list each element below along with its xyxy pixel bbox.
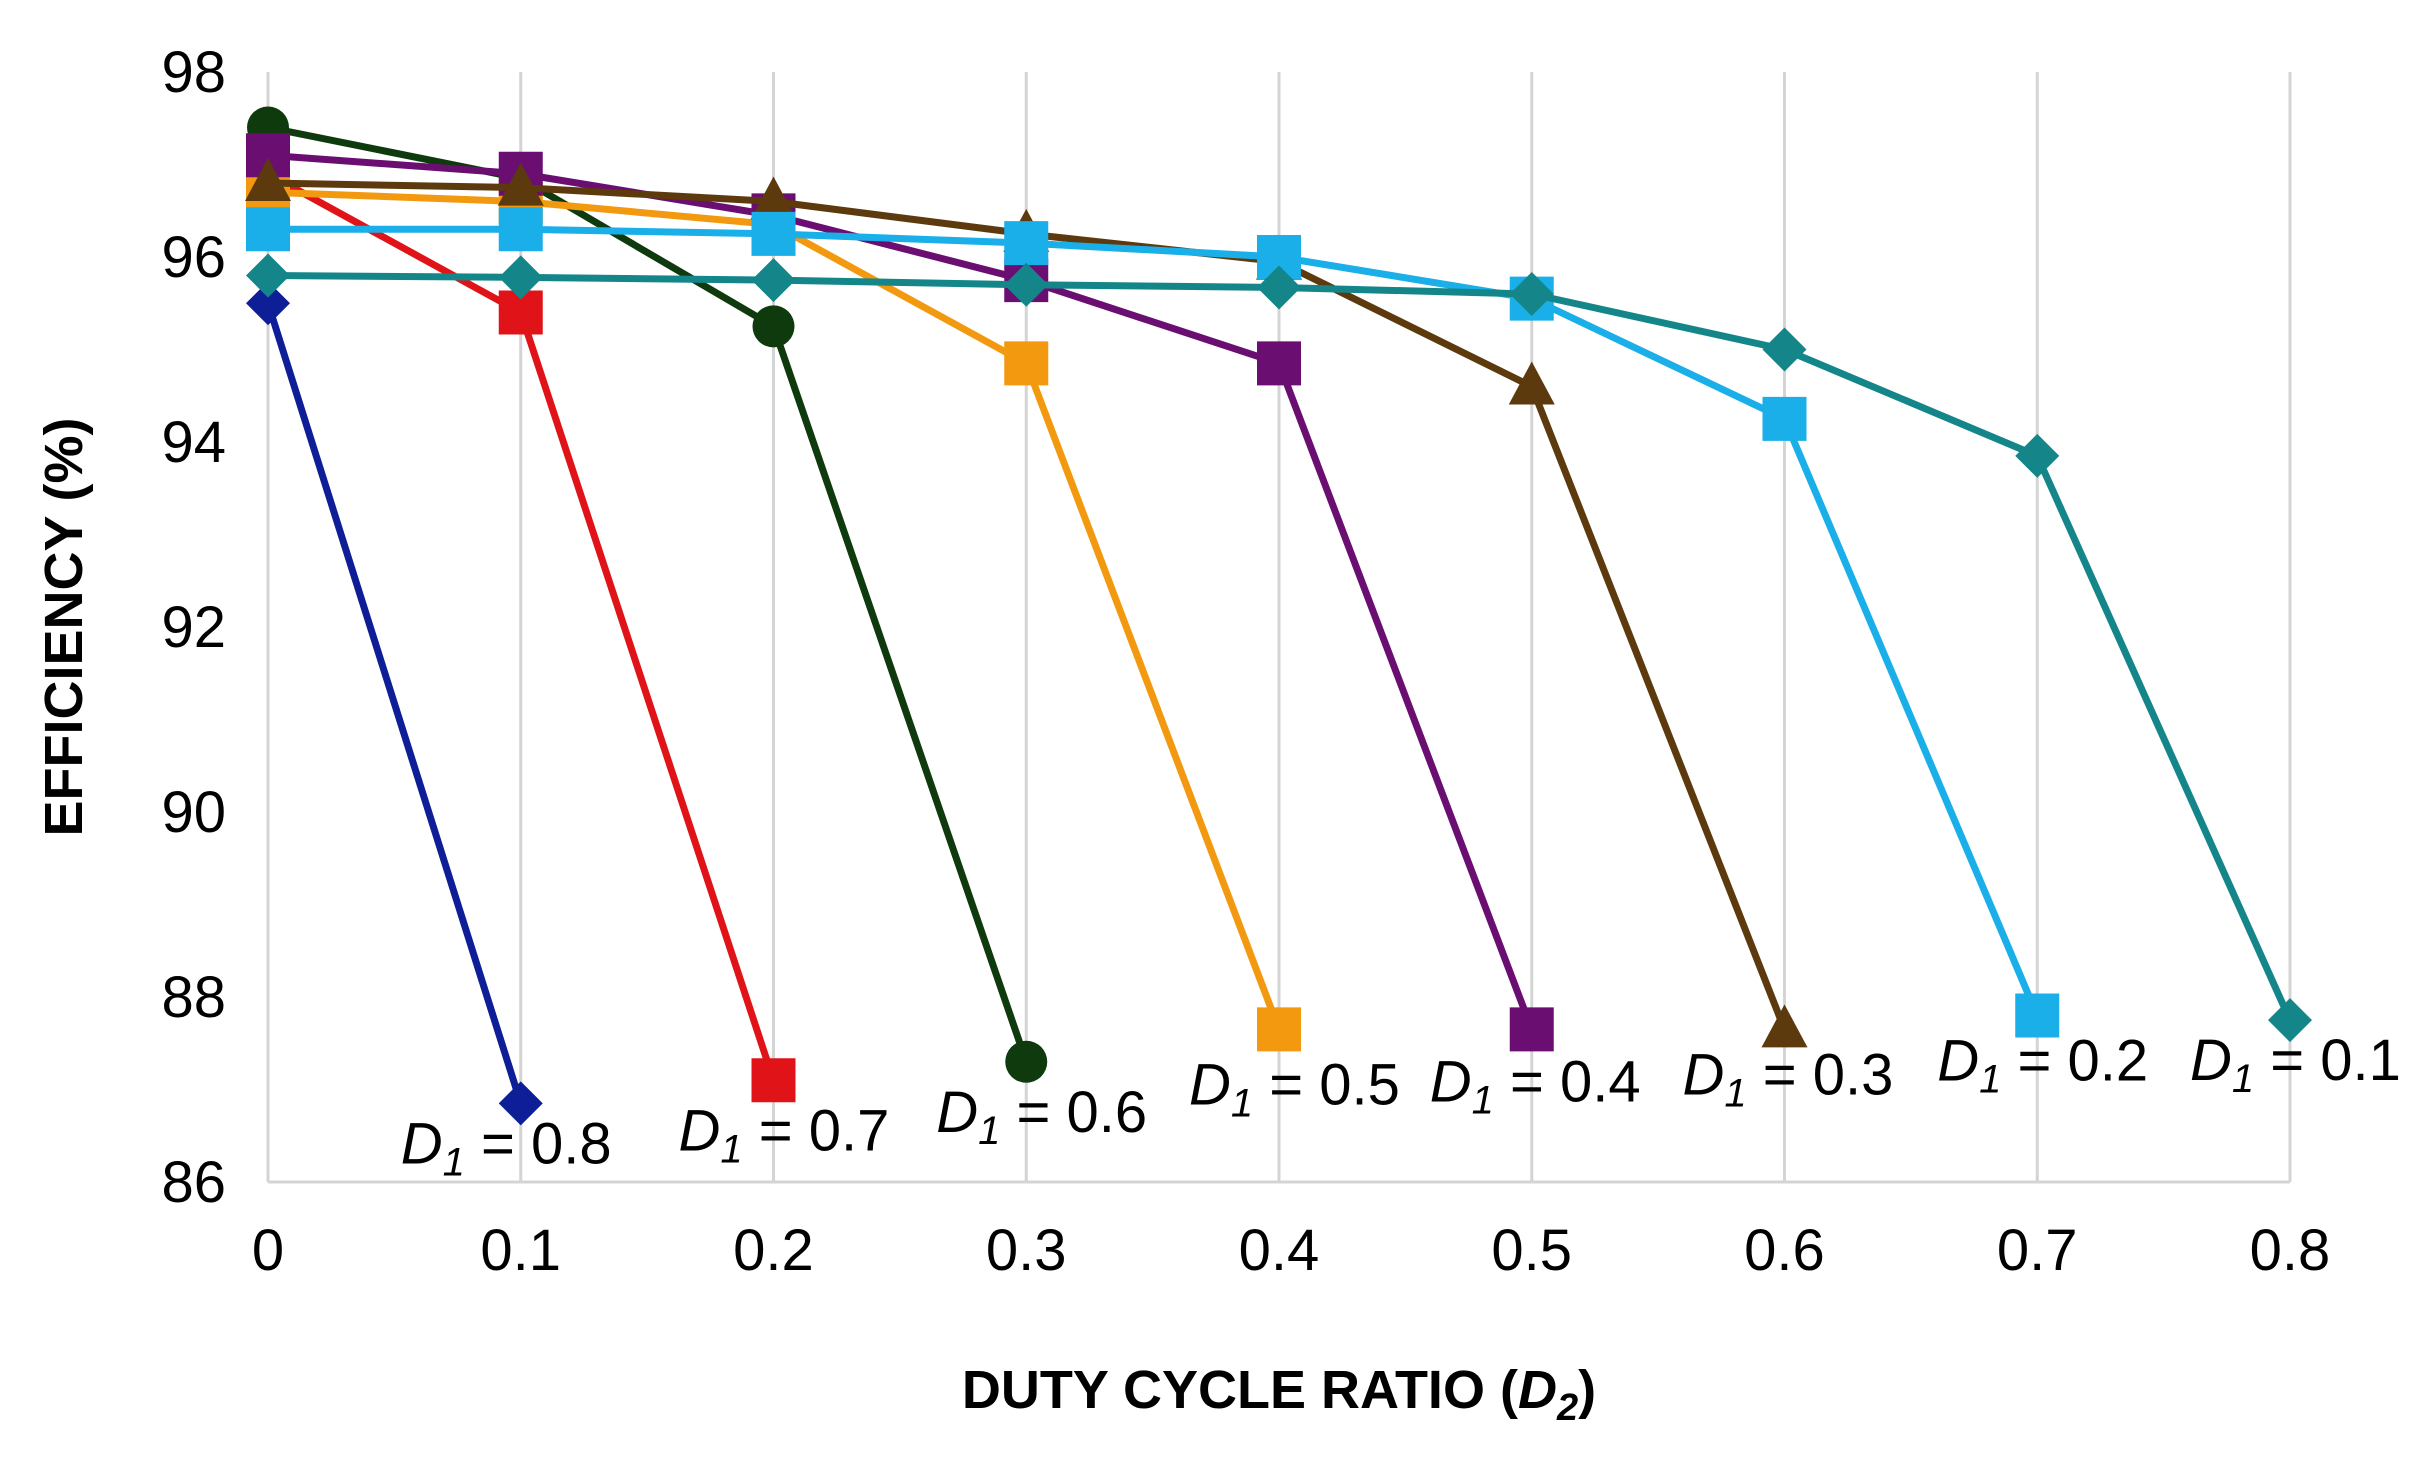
data-point	[245, 158, 291, 201]
y-tick-label: 86	[161, 1150, 226, 1215]
curve-label: D1 = 0.8	[401, 1111, 612, 1184]
data-point	[2015, 993, 2060, 1038]
curve-labels: D1 = 0.1 D1 = 0.2 D1 = 0.3 D1 = 0.4 D1 = 0.5…	[401, 1028, 2401, 1184]
data-point	[1004, 221, 1049, 266]
data-point	[1509, 1007, 1554, 1052]
data-point	[1762, 396, 1807, 441]
y-tick-label: 92	[161, 595, 226, 660]
data-point	[2268, 998, 2312, 1043]
data-point	[751, 1058, 796, 1103]
data-point	[1761, 1004, 1808, 1048]
axes: 0 0.1 0.2 0.3 0.4 0.5 0.6 0.7 0.8 86 88 90 92 94 96 98 E…	[34, 40, 2330, 1429]
data-point	[498, 207, 543, 252]
x-tick-label: 0.8	[2250, 1218, 2331, 1283]
series-line	[264, 302, 525, 1105]
y-tick-label: 98	[161, 40, 226, 105]
data-point	[2015, 433, 2060, 478]
curve-label: D1 = 0.7	[679, 1098, 890, 1171]
data-point	[1005, 1040, 1048, 1083]
series-line	[267, 124, 1030, 1063]
curve-label: D1 = 0.3	[1683, 1042, 1894, 1115]
x-tick-label: 0.1	[480, 1218, 561, 1283]
data-series	[245, 106, 2312, 1126]
data-point	[751, 258, 796, 303]
series-d1-0-2	[246, 207, 2060, 1038]
curve-label: D1 = 0.1	[2190, 1028, 2401, 1101]
y-tick-label: 90	[161, 780, 226, 845]
x-tick-label: 0.3	[986, 1218, 1067, 1283]
x-tick-label: 0	[252, 1218, 284, 1283]
series-line	[267, 151, 1536, 1031]
data-point	[1004, 341, 1049, 386]
data-point	[1762, 327, 1807, 372]
data-point	[246, 281, 290, 326]
data-point	[498, 255, 543, 300]
data-point	[498, 1081, 543, 1126]
data-point	[750, 176, 797, 220]
x-tick-label: 0.5	[1491, 1218, 1572, 1283]
y-tick-label: 88	[161, 965, 226, 1030]
y-tick-label: 94	[161, 410, 226, 475]
x-tick-label: 0.7	[1997, 1218, 2078, 1283]
data-point	[1257, 341, 1301, 386]
curve-label: D1 = 0.2	[1937, 1029, 2148, 1102]
series-line	[268, 225, 2041, 1017]
data-point	[1257, 1007, 1301, 1052]
data-point	[1257, 265, 1301, 310]
y-tick-label: 96	[161, 225, 226, 290]
series-d1-0-1	[246, 253, 2312, 1043]
data-point	[246, 207, 290, 252]
data-point	[497, 162, 544, 206]
series-d1-0-8	[246, 281, 543, 1126]
x-tick-label: 0.6	[1744, 1218, 1825, 1283]
data-point	[1508, 361, 1555, 405]
data-point	[246, 253, 290, 298]
data-point	[1509, 272, 1554, 316]
curve-label: D1 = 0.4	[1430, 1049, 1641, 1122]
x-axis-title: DUTY CYCLE RATIO (D2)	[962, 1360, 1596, 1429]
data-point	[752, 305, 795, 348]
data-point	[751, 211, 796, 256]
y-axis-title: EFFICIENCY (%)	[34, 417, 94, 836]
curve-label: D1 = 0.6	[936, 1080, 1147, 1153]
x-tick-label: 0.4	[1239, 1218, 1320, 1283]
x-tick-label: 0.2	[733, 1218, 814, 1283]
curve-label: D1 = 0.5	[1189, 1052, 1400, 1125]
data-point	[1004, 262, 1049, 307]
